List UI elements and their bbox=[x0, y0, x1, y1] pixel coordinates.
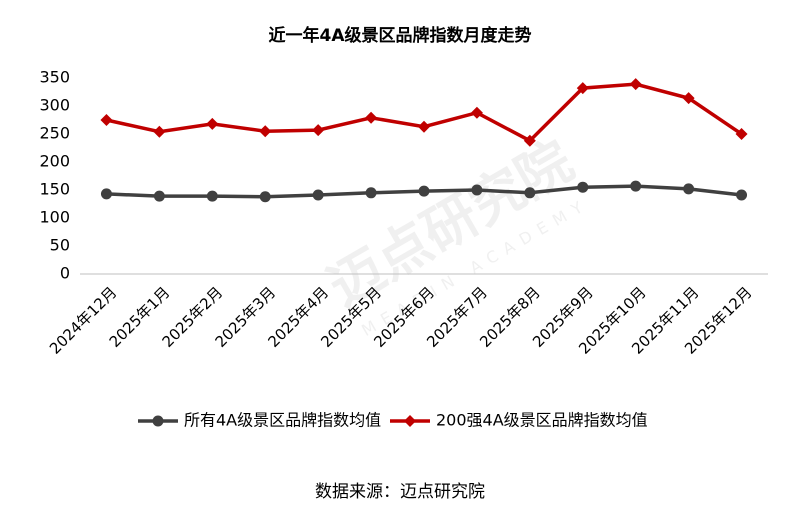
point bbox=[365, 187, 377, 199]
chart-title: 近一年4A级景区品牌指数月度走势 bbox=[269, 25, 532, 46]
point bbox=[735, 128, 748, 140]
point bbox=[736, 189, 748, 201]
legend-label: 200强4A级景区品牌指数均值 bbox=[436, 411, 648, 430]
point bbox=[206, 190, 218, 202]
source-note: 数据来源：迈点研究院 bbox=[315, 482, 485, 502]
y-tick-label: 300 bbox=[39, 96, 70, 115]
legend-marker bbox=[152, 415, 164, 427]
point bbox=[630, 180, 642, 192]
point bbox=[153, 190, 165, 202]
point bbox=[259, 125, 272, 138]
point bbox=[100, 188, 112, 200]
point bbox=[418, 120, 430, 133]
point bbox=[471, 184, 483, 196]
y-tick-label: 100 bbox=[39, 208, 70, 227]
point bbox=[206, 117, 219, 130]
point bbox=[312, 189, 324, 201]
point bbox=[365, 111, 378, 124]
point bbox=[312, 124, 325, 137]
point bbox=[470, 106, 483, 119]
point bbox=[683, 183, 695, 195]
point bbox=[100, 114, 113, 126]
x-tick-label: 2024年12月 bbox=[46, 283, 120, 357]
point bbox=[629, 78, 642, 91]
point bbox=[418, 185, 430, 197]
point bbox=[524, 187, 536, 199]
point bbox=[682, 92, 695, 105]
legend-label: 所有4A级景区品牌指数均值 bbox=[184, 411, 381, 430]
y-tick-label: 150 bbox=[39, 180, 70, 199]
point bbox=[576, 82, 589, 95]
legend-marker bbox=[404, 415, 416, 427]
y-tick-label: 0 bbox=[60, 264, 70, 283]
point bbox=[153, 125, 166, 138]
point bbox=[577, 181, 589, 193]
y-tick-label: 350 bbox=[39, 68, 70, 87]
point bbox=[523, 134, 536, 147]
y-tick-label: 50 bbox=[50, 236, 70, 255]
y-tick-label: 250 bbox=[39, 124, 70, 143]
point bbox=[259, 191, 271, 203]
y-tick-label: 200 bbox=[39, 152, 70, 171]
